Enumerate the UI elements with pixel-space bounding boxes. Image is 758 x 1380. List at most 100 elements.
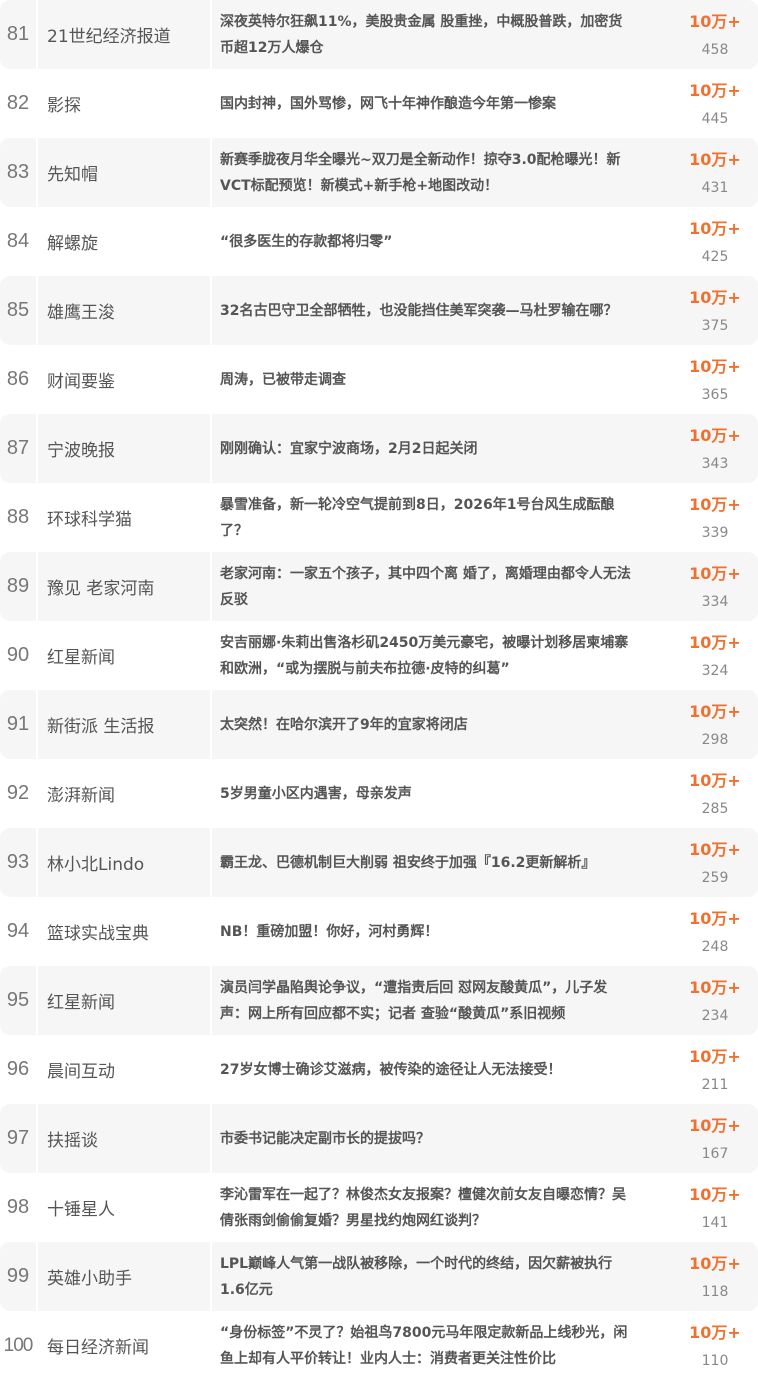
table-row[interactable]: 82 影探 国内封神，国外骂惨，网飞十年神作酿造今年第一惨案 10万+ 445 [0, 69, 758, 138]
account-name[interactable]: 英雄小助手 [38, 1242, 212, 1311]
article-title-text[interactable]: 李沁雷军在一起了？林俊杰女友报案？檀健次前女友自曝恋情？吴倩张雨剑偷偷复婚？男星… [220, 1186, 626, 1229]
stats-cell: 10万+ 285 [672, 759, 758, 828]
article-title[interactable]: “很多医生的存款都将归零” [212, 207, 672, 276]
article-title[interactable]: “身份标签”不灵了？始祖鸟7800元马年限定款新品上线秒光，闲鱼上却有人平价转让… [212, 1311, 672, 1380]
account-name[interactable]: 雄鹰王浚 [38, 276, 212, 345]
table-row[interactable]: 87 宁波晚报 刚刚确认：宜家宁波商场，2月2日起关闭 10万+ 343 [0, 414, 758, 483]
account-name[interactable]: 篮球实战宝典 [38, 897, 212, 966]
table-row[interactable]: 84 解螺旋 “很多医生的存款都将归零” 10万+ 425 [0, 207, 758, 276]
account-name[interactable]: 环球科学猫 [38, 483, 212, 552]
article-title-text[interactable]: “身份标签”不灵了？始祖鸟7800元马年限定款新品上线秒光，闲鱼上却有人平价转让… [220, 1324, 628, 1367]
table-row[interactable]: 95 红星新闻 演员闫学晶陷舆论争议，“遭指责后回 怼网友酸黄瓜”，儿子发声：网… [0, 966, 758, 1035]
like-count: 110 [701, 1352, 729, 1369]
rank-number: 89 [0, 552, 38, 621]
like-count: 445 [701, 110, 729, 127]
account-name[interactable]: 扶摇谈 [38, 1104, 212, 1173]
article-title[interactable]: 李沁雷军在一起了？林俊杰女友报案？檀健次前女友自曝恋情？吴倩张雨剑偷偷复婚？男星… [212, 1173, 672, 1242]
article-title[interactable]: 深夜英特尔狂飙11%，美股贵金属 股重挫，中概股普跌，加密货币超12万人爆仓 [212, 0, 672, 69]
rank-number: 87 [0, 414, 38, 483]
table-row[interactable]: 92 澎湃新闻 5岁男童小区内遇害，母亲发声 10万+ 285 [0, 759, 758, 828]
table-row[interactable]: 91 新街派 生活报 太突然！在哈尔滨开了9年的宜家将闭店 10万+ 298 [0, 690, 758, 759]
account-name[interactable]: 宁波晚报 [38, 414, 212, 483]
article-title-text[interactable]: 市委书记能决定副市长的提拔吗？ [220, 1130, 430, 1147]
article-title-text[interactable]: LPL巅峰人气第一战队被移除，一个时代的终结，因欠薪被执行1.6亿元 [220, 1255, 613, 1298]
account-name[interactable]: 红星新闻 [38, 621, 212, 690]
article-title[interactable]: 演员闫学晶陷舆论争议，“遭指责后回 怼网友酸黄瓜”，儿子发声：网上所有回应都不实… [212, 966, 672, 1035]
table-row[interactable]: 96 晨间互动 27岁女博士确诊艾滋病，被传染的途径让人无法接受！ 10万+ 2… [0, 1035, 758, 1104]
read-count: 10万+ [689, 839, 741, 859]
account-name[interactable]: 先知帽 [38, 138, 212, 207]
account-name[interactable]: 晨间互动 [38, 1035, 212, 1104]
article-title[interactable]: 安吉丽娜·朱莉出售洛杉矶2450万美元豪宅，被曝计划移居柬埔寨和欧洲，“或为摆脱… [212, 621, 672, 690]
table-row[interactable]: 83 先知帽 新赛季胧夜月华全曝光~双刀是全新动作！掠夺3.0配枪曝光！新VCT… [0, 138, 758, 207]
account-name[interactable]: 财闻要鉴 [38, 345, 212, 414]
article-title-text[interactable]: 刚刚确认：宜家宁波商场，2月2日起关闭 [220, 440, 478, 457]
article-title-text[interactable]: 32名古巴守卫全部牺牲，也没能挡住美军突袭—马杜罗输在哪？ [220, 302, 618, 319]
article-title[interactable]: 市委书记能决定副市长的提拔吗？ [212, 1104, 672, 1173]
account-name[interactable]: 新街派 生活报 [38, 690, 212, 759]
account-name[interactable]: 十锤星人 [38, 1173, 212, 1242]
table-row[interactable]: 99 英雄小助手 LPL巅峰人气第一战队被移除，一个时代的终结，因欠薪被执行1.… [0, 1242, 758, 1311]
stats-cell: 10万+ 375 [672, 276, 758, 345]
article-title[interactable]: 5岁男童小区内遇害，母亲发声 [212, 759, 672, 828]
table-row[interactable]: 97 扶摇谈 市委书记能决定副市长的提拔吗？ 10万+ 167 [0, 1104, 758, 1173]
stats-cell: 10万+ 365 [672, 345, 758, 414]
rank-number: 100 [0, 1311, 38, 1380]
article-title[interactable]: 太突然！在哈尔滨开了9年的宜家将闭店 [212, 690, 672, 759]
table-row[interactable]: 94 篮球实战宝典 NB！重磅加盟！你好，河村勇辉！ 10万+ 248 [0, 897, 758, 966]
table-row[interactable]: 85 雄鹰王浚 32名古巴守卫全部牺牲，也没能挡住美军突袭—马杜罗输在哪？ 10… [0, 276, 758, 345]
table-row[interactable]: 100 每日经济新闻 “身份标签”不灵了？始祖鸟7800元马年限定款新品上线秒光… [0, 1311, 758, 1380]
article-title-text[interactable]: 太突然！在哈尔滨开了9年的宜家将闭店 [220, 716, 468, 733]
like-count: 458 [701, 41, 729, 58]
article-title[interactable]: 刚刚确认：宜家宁波商场，2月2日起关闭 [212, 414, 672, 483]
table-row[interactable]: 98 十锤星人 李沁雷军在一起了？林俊杰女友报案？檀健次前女友自曝恋情？吴倩张雨… [0, 1173, 758, 1242]
table-row[interactable]: 93 林小北Lindo 霸王龙、巴德机制巨大削弱 祖安终于加强『16.2更新解析… [0, 828, 758, 897]
article-title-text[interactable]: 5岁男童小区内遇害，母亲发声 [220, 785, 412, 802]
table-row[interactable]: 90 红星新闻 安吉丽娜·朱莉出售洛杉矶2450万美元豪宅，被曝计划移居柬埔寨和… [0, 621, 758, 690]
article-title[interactable]: 27岁女博士确诊艾滋病，被传染的途径让人无法接受！ [212, 1035, 672, 1104]
article-title-text[interactable]: 深夜英特尔狂飙11%，美股贵金属 股重挫，中概股普跌，加密货币超12万人爆仓 [220, 13, 623, 56]
stats-cell: 10万+ 425 [672, 207, 758, 276]
article-title-text[interactable]: 27岁女博士确诊艾滋病，被传染的途径让人无法接受！ [220, 1061, 562, 1078]
stats-cell: 10万+ 167 [672, 1104, 758, 1173]
account-name[interactable]: 每日经济新闻 [38, 1311, 212, 1380]
article-title-text[interactable]: 老家河南：一家五个孩子，其中四个离 婚了，离婚理由都令人无法反驳 [220, 565, 631, 608]
read-count: 10万+ [689, 977, 741, 997]
article-title-text[interactable]: 国内封神，国外骂惨，网飞十年神作酿造今年第一惨案 [220, 95, 556, 112]
like-count: 298 [701, 731, 729, 748]
article-title[interactable]: 新赛季胧夜月华全曝光~双刀是全新动作！掠夺3.0配枪曝光！新VCT标配预览！新模… [212, 138, 672, 207]
article-title[interactable]: 32名古巴守卫全部牺牲，也没能挡住美军突袭—马杜罗输在哪？ [212, 276, 672, 345]
article-title[interactable]: LPL巅峰人气第一战队被移除，一个时代的终结，因欠薪被执行1.6亿元 [212, 1242, 672, 1311]
article-title-text[interactable]: 暴雪准备，新一轮冷空气提前到8日，2026年1号台风生成酝酿了？ [220, 496, 615, 539]
article-title[interactable]: 老家河南：一家五个孩子，其中四个离 婚了，离婚理由都令人无法反驳 [212, 552, 672, 621]
table-row[interactable]: 88 环球科学猫 暴雪准备，新一轮冷空气提前到8日，2026年1号台风生成酝酿了… [0, 483, 758, 552]
like-count: 285 [701, 800, 729, 817]
table-row[interactable]: 89 豫见 老家河南 老家河南：一家五个孩子，其中四个离 婚了，离婚理由都令人无… [0, 552, 758, 621]
account-name[interactable]: 豫见 老家河南 [38, 552, 212, 621]
article-title-text[interactable]: 安吉丽娜·朱莉出售洛杉矶2450万美元豪宅，被曝计划移居柬埔寨和欧洲，“或为摆脱… [220, 634, 629, 677]
account-name[interactable]: 澎湃新闻 [38, 759, 212, 828]
article-title-text[interactable]: 新赛季胧夜月华全曝光~双刀是全新动作！掠夺3.0配枪曝光！新VCT标配预览！新模… [220, 151, 621, 194]
article-title-text[interactable]: “很多医生的存款都将归零” [220, 233, 393, 250]
article-title[interactable]: 周涛，已被带走调查 [212, 345, 672, 414]
account-name[interactable]: 林小北Lindo [38, 828, 212, 897]
read-count: 10万+ [689, 149, 741, 169]
account-name[interactable]: 解螺旋 [38, 207, 212, 276]
article-title-text[interactable]: NB！重磅加盟！你好，河村勇辉！ [220, 923, 439, 940]
article-title-text[interactable]: 演员闫学晶陷舆论争议，“遭指责后回 怼网友酸黄瓜”，儿子发声：网上所有回应都不实… [220, 979, 608, 1022]
article-title[interactable]: 霸王龙、巴德机制巨大削弱 祖安终于加强『16.2更新解析』 [212, 828, 672, 897]
like-count: 375 [701, 317, 729, 334]
rank-number: 97 [0, 1104, 38, 1173]
rank-number: 92 [0, 759, 38, 828]
article-title[interactable]: 国内封神，国外骂惨，网飞十年神作酿造今年第一惨案 [212, 69, 672, 138]
article-title-text[interactable]: 霸王龙、巴德机制巨大削弱 祖安终于加强『16.2更新解析』 [220, 854, 596, 871]
table-row[interactable]: 86 财闻要鉴 周涛，已被带走调查 10万+ 365 [0, 345, 758, 414]
account-name[interactable]: 红星新闻 [38, 966, 212, 1035]
account-name[interactable]: 21世纪经济报道 [38, 0, 212, 69]
article-title[interactable]: 暴雪准备，新一轮冷空气提前到8日，2026年1号台风生成酝酿了？ [212, 483, 672, 552]
article-title-text[interactable]: 周涛，已被带走调查 [220, 371, 346, 388]
read-count: 10万+ [689, 425, 741, 445]
table-row[interactable]: 81 21世纪经济报道 深夜英特尔狂飙11%，美股贵金属 股重挫，中概股普跌，加… [0, 0, 758, 69]
article-title[interactable]: NB！重磅加盟！你好，河村勇辉！ [212, 897, 672, 966]
account-name[interactable]: 影探 [38, 69, 212, 138]
